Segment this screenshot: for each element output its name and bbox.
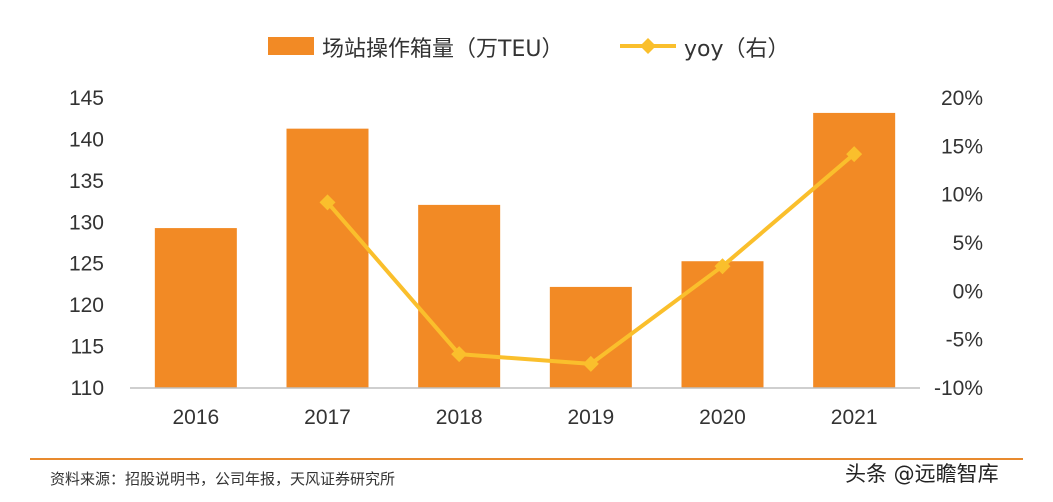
bar-2019: [549, 286, 632, 388]
bar-2017: [286, 128, 369, 388]
bar-series: [154, 112, 896, 389]
x-tick-label: 2021: [831, 406, 878, 429]
watermark: 头条 @远瞻智库: [845, 462, 999, 486]
left-tick-label: 130: [69, 211, 104, 234]
left-tick-label: 120: [69, 294, 104, 317]
yoy-marker-2017: [319, 194, 336, 211]
left-tick-label: 135: [69, 170, 104, 193]
x-tick-label: 2019: [567, 406, 614, 429]
x-tick-label: 2017: [304, 406, 351, 429]
x-axis-ticks: 2016 2017 2018 2019 2020 2021: [172, 406, 877, 429]
x-tick-label: 2016: [172, 406, 219, 429]
x-tick-label: 2018: [436, 406, 483, 429]
right-tick-label: 5%: [953, 232, 983, 255]
legend: 场站操作箱量（万TEU） yoy（右）: [268, 37, 790, 62]
legend-line-label: yoy（右）: [684, 37, 790, 62]
right-axis-ticks: 20% 15% 10% 5% 0% -5% -10%: [934, 87, 983, 400]
right-tick-label: 0%: [953, 280, 983, 303]
right-tick-label: 10%: [941, 184, 983, 207]
footer-divider: [30, 458, 1023, 460]
legend-bar-label: 场站操作箱量（万TEU）: [322, 37, 563, 62]
yoy-marker-2018: [451, 346, 468, 363]
right-tick-label: 15%: [941, 135, 983, 158]
left-tick-label: 140: [69, 128, 104, 151]
right-tick-label: -10%: [934, 377, 983, 400]
yoy-marker-2020: [714, 258, 731, 275]
x-tick-label: 2020: [699, 406, 746, 429]
yoy-marker-2021: [846, 146, 863, 163]
left-tick-label: 110: [71, 377, 104, 400]
bar-2020: [681, 261, 764, 388]
left-tick-label: 145: [69, 87, 104, 110]
legend-bar-swatch: [268, 37, 314, 55]
bar-2016: [154, 228, 237, 388]
left-tick-label: 125: [69, 253, 104, 276]
left-axis-ticks: 145 140 135 130 125 120 115 110: [69, 87, 104, 400]
legend-line-marker: [640, 38, 656, 54]
left-tick-label: 115: [71, 336, 104, 359]
yoy-line-series: [319, 146, 863, 372]
source-note: 资料来源：招股说明书，公司年报，天风证券研究所: [50, 470, 396, 488]
right-tick-label: -5%: [946, 329, 983, 352]
right-tick-label: 20%: [941, 87, 983, 110]
yoy-marker-2019: [582, 355, 599, 372]
